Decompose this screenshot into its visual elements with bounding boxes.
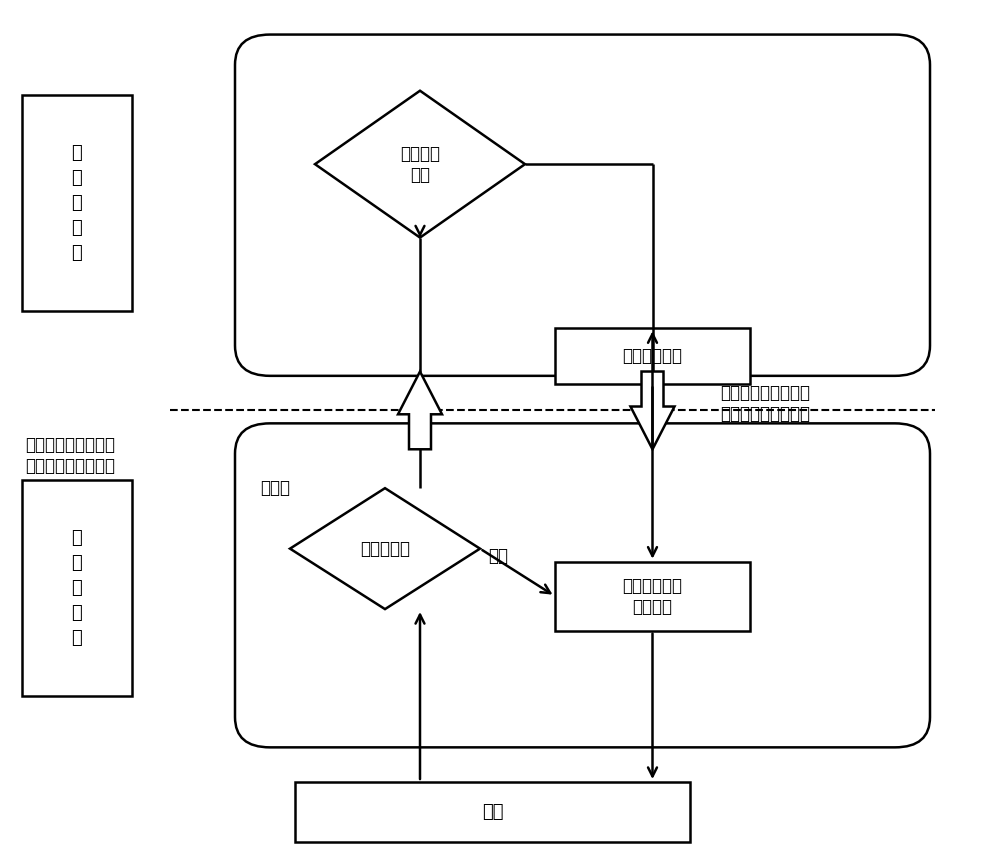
Polygon shape	[631, 372, 674, 449]
Text: 网卡: 网卡	[482, 804, 503, 821]
Text: 新建会话表项: 新建会话表项	[623, 347, 683, 365]
FancyBboxPatch shape	[555, 328, 750, 384]
Text: 设置会话
策略: 设置会话 策略	[400, 145, 440, 183]
FancyBboxPatch shape	[235, 35, 930, 376]
FancyBboxPatch shape	[235, 423, 930, 747]
Polygon shape	[398, 372, 442, 449]
Text: 用户态平台到内核态
平台的数据传输通道: 用户态平台到内核态 平台的数据传输通道	[25, 436, 115, 475]
Text: 没找到: 没找到	[260, 479, 290, 497]
FancyBboxPatch shape	[22, 95, 132, 311]
FancyBboxPatch shape	[22, 480, 132, 696]
Text: 查找会话表: 查找会话表	[360, 540, 410, 557]
Polygon shape	[315, 91, 525, 238]
Text: 用
户
态
平
台: 用 户 态 平 台	[72, 529, 82, 646]
Text: 基于会话表项
转发报文: 基于会话表项 转发报文	[623, 577, 683, 615]
Polygon shape	[290, 488, 480, 609]
Text: 找到: 找到	[488, 547, 508, 564]
FancyBboxPatch shape	[295, 782, 690, 842]
FancyBboxPatch shape	[555, 562, 750, 631]
Text: 内核态平台到用户态
平台的数据传输通道: 内核态平台到用户态 平台的数据传输通道	[720, 384, 810, 423]
Text: 内
核
态
平
台: 内 核 态 平 台	[72, 144, 82, 262]
